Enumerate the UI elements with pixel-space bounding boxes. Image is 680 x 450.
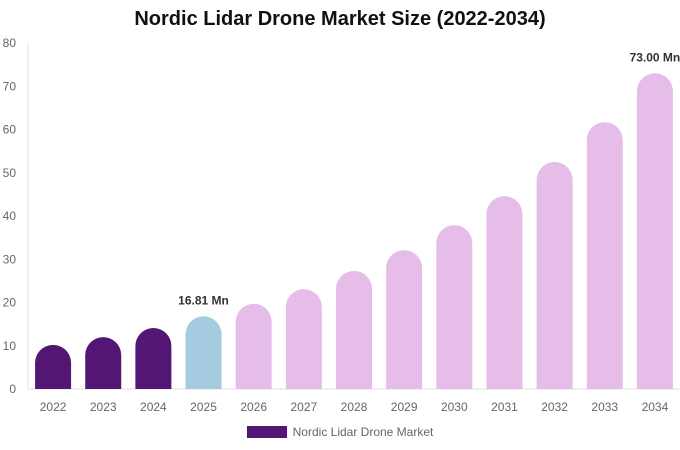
- chart-title: Nordic Lidar Drone Market Size (2022-203…: [134, 8, 546, 30]
- x-tick-label: 2023: [90, 400, 117, 414]
- y-tick-label: 10: [3, 339, 17, 353]
- legend-swatch: [246, 426, 287, 438]
- x-tick-label: 2031: [491, 400, 518, 414]
- bar-2023: [85, 337, 122, 389]
- y-tick-label: 80: [3, 36, 17, 50]
- bar-2034: [636, 73, 673, 389]
- legend: Nordic Lidar Drone Market: [0, 425, 680, 439]
- bar-2032: [536, 161, 573, 389]
- x-tick-label: 2025: [190, 400, 217, 414]
- y-tick-label: 30: [3, 252, 17, 266]
- bar-2027: [285, 289, 322, 389]
- x-tick-label: 2032: [541, 400, 568, 414]
- bar-2030: [436, 225, 473, 389]
- data-label: 73.00 Mn: [630, 50, 680, 64]
- x-tick-label: 2022: [40, 400, 67, 414]
- x-tick-label: 2029: [391, 400, 418, 414]
- y-tick-label: 40: [3, 209, 17, 223]
- x-tick-label: 2028: [341, 400, 368, 414]
- y-tick-label: 50: [3, 166, 17, 180]
- y-tick-label: 0: [9, 382, 16, 396]
- bar-2022: [35, 344, 72, 389]
- bar-2029: [386, 250, 423, 389]
- x-tick-label: 2030: [441, 400, 468, 414]
- y-tick-label: 20: [3, 296, 17, 310]
- x-tick-label: 2026: [240, 400, 267, 414]
- data-label: 16.81 Mn: [178, 293, 229, 307]
- x-tick-label: 2027: [290, 400, 317, 414]
- bar-2028: [336, 270, 372, 389]
- x-tick-label: 2033: [591, 400, 618, 414]
- x-tick-label: 2034: [642, 400, 669, 414]
- bar-2031: [486, 196, 523, 389]
- legend-label: Nordic Lidar Drone Market: [292, 425, 434, 439]
- bar-2025: [185, 316, 222, 389]
- y-tick-label: 60: [3, 123, 17, 137]
- bar-2033: [586, 122, 623, 389]
- y-tick-label: 70: [3, 79, 17, 93]
- bar-2026: [235, 303, 272, 389]
- bar-2024: [135, 328, 172, 389]
- x-tick-label: 2024: [140, 400, 167, 414]
